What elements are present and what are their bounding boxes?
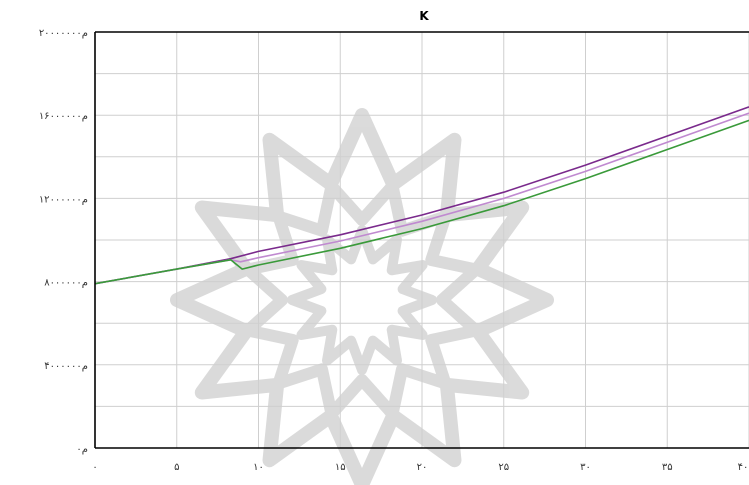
x-tick-label: ۳۰ (580, 462, 591, 473)
x-tick-label: ۱۰ (253, 462, 264, 473)
rosette-shape (170, 108, 554, 485)
y-tick-label: ۸م۰۰۰۰۰۰ (44, 278, 88, 289)
x-tick-label: ۱۵ (335, 462, 346, 473)
x-tick-label: ۵ (174, 462, 179, 473)
series-line-3 (94, 119, 749, 285)
axes (94, 31, 749, 449)
rosette-inner-star (287, 225, 437, 375)
x-tick-label: ۰ (92, 462, 97, 473)
rosette-outer-star (170, 108, 554, 485)
y-tick-label: ۱۲م۰۰۰۰۰۰ (39, 194, 88, 205)
tick-labels: ۰ ۵ ۱۰ ۱۵ ۲۰ ۲۵ ۳۰ ۳۵ ۴۰ ۰م ۴م۰۰۰۰۰۰ ۸م۰۰۰۰۰۰ ۱۲م۰۰۰… (39, 28, 749, 473)
x-tick-label: ۴۰ (738, 462, 749, 473)
rosette-watermark (170, 108, 554, 485)
y-tick-label: ۴م۰۰۰۰۰۰ (44, 361, 88, 372)
y-tick-label: ۱۶م۰۰۰۰۰۰ (39, 111, 88, 122)
series-lines (94, 106, 749, 285)
y-tick-label: ۰م (76, 444, 88, 455)
y-tick-label: ۲۰م۰۰۰۰۰۰ (39, 28, 88, 39)
grid (94, 31, 749, 449)
chart-title: K (419, 9, 429, 23)
x-tick-label: ۲۵ (498, 462, 509, 473)
x-tick-label: ۲۰ (417, 462, 428, 473)
rosette-middle-star (242, 180, 482, 420)
x-tick-label: ۳۵ (662, 462, 673, 473)
